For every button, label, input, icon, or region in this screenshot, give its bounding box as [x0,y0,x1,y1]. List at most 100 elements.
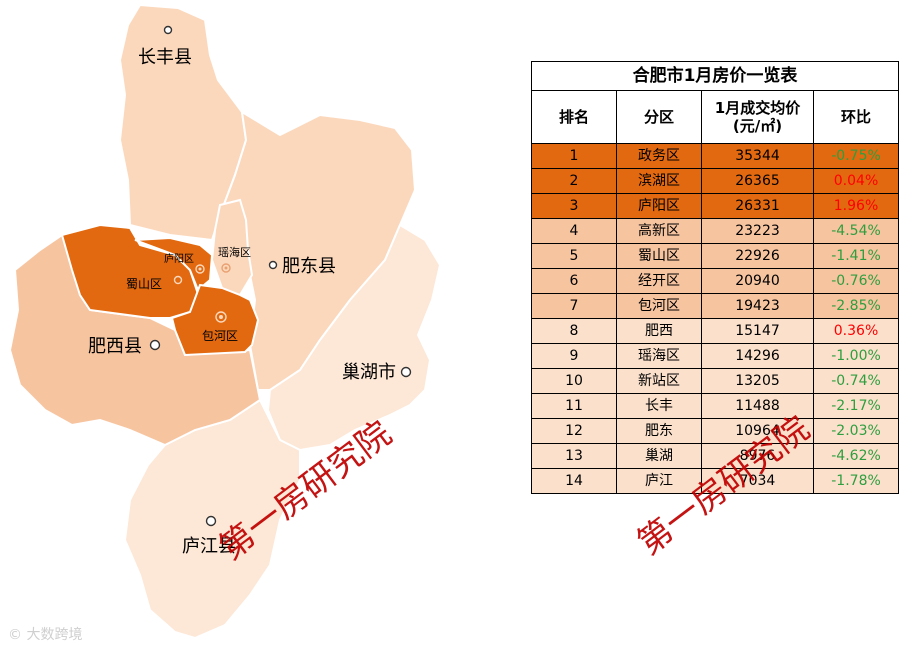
cell-change: -1.41% [812,243,899,269]
cell-change: 0.04% [812,168,899,194]
cell-district: 经开区 [616,268,702,294]
cell-district: 蜀山区 [616,243,702,269]
cell-district: 包河区 [616,293,702,319]
cell-price: 26365 [701,168,814,194]
label-lujiang: 庐江县 [182,536,236,557]
header-price-line2: (元/㎡) [732,117,783,135]
luyang-marker [195,264,205,274]
feidong-marker [268,260,278,270]
cell-district: 庐阳区 [616,193,702,219]
cell-district: 瑶海区 [616,343,702,369]
cell-price: 35344 [701,143,814,169]
label-shushan: 蜀山区 [126,277,162,291]
region-baohe [170,283,260,357]
label-chaohu: 巢湖市 [342,362,396,383]
cell-change: -2.17% [812,393,899,419]
header-district: 分区 [616,90,702,144]
cell-change: -0.75% [812,143,899,169]
table-row: 7 包河区 19423 -2.85% [531,293,899,319]
label-yaohai: 瑶海区 [218,245,251,259]
cell-rank: 14 [531,468,617,494]
region-yaohai [210,198,254,297]
luyang-marker-dot [198,267,202,271]
label-changfeng: 长丰县 [138,47,192,68]
label-baohe: 包河区 [202,329,238,343]
cell-rank: 13 [531,443,617,469]
price-table: 合肥市1月房价一览表 排名 分区 1月成交均价 (元/㎡) 环比 1 政务区 353… [530,61,899,494]
cell-rank: 11 [531,393,617,419]
cell-district: 滨湖区 [616,168,702,194]
cell-district: 高新区 [616,218,702,244]
cell-rank: 12 [531,418,617,444]
cell-change: -1.78% [812,468,899,494]
table-row: 6 经开区 20940 -0.76% [531,268,899,294]
table-row: 1 政务区 35344 -0.75% [531,143,899,169]
baohe-marker-dot [219,315,223,319]
cell-change: -0.74% [812,368,899,394]
label-feixi: 肥西县 [88,336,142,357]
shushan-marker [173,275,183,285]
cell-rank: 8 [531,318,617,344]
cell-district: 肥东 [616,418,702,444]
region-chaohu [266,223,442,452]
table-row: 14 庐江 7034 -1.78% [531,468,899,494]
label-feidong: 肥东县 [282,256,336,277]
cell-district: 巢湖 [616,443,702,469]
yaohai-marker-dot [224,266,228,270]
brand-text: 大数跨境 [26,627,83,643]
table-body: 1 政务区 35344 -0.75% 2 滨湖区 26365 0.04% 3 庐阳区 26331 1.… [531,143,899,494]
header-price-line1: 1月成交均价 [714,99,801,117]
table-row: 9 瑶海区 14296 -1.00% [531,343,899,369]
table-row: 10 新站区 13205 -0.74% [531,368,899,394]
baohe-marker [215,311,227,323]
cell-price: 19423 [701,293,814,319]
cell-price: 26331 [701,193,814,219]
table-row: 5 蜀山区 22926 -1.41% [531,243,899,269]
table-row: 2 滨湖区 26365 0.04% [531,168,899,194]
brand-icon: © [8,627,22,643]
cell-price: 22926 [701,243,814,269]
cell-district: 政务区 [616,143,702,169]
feixi-marker [149,339,161,351]
cell-change: -4.54% [812,218,899,244]
cell-change: 0.36% [812,318,899,344]
cell-rank: 9 [531,343,617,369]
header-change: 环比 [812,90,899,144]
cell-change: -4.62% [812,443,899,469]
chaohu-marker [400,366,412,378]
cell-district: 新站区 [616,368,702,394]
table-row: 12 肥东 10964 -2.03% [531,418,899,444]
table-row: 8 肥西 15147 0.36% [531,318,899,344]
cell-rank: 3 [531,193,617,219]
cell-change: -2.85% [812,293,899,319]
changfeng-marker [163,25,173,35]
cell-price: 7034 [701,468,814,494]
table-row: 3 庐阳区 26331 1.96% [531,193,899,219]
cell-price: 14296 [701,343,814,369]
yaohai-marker [221,263,231,273]
cell-district: 长丰 [616,393,702,419]
cell-district: 肥西 [616,318,702,344]
header-rank: 排名 [531,90,617,144]
cell-rank: 6 [531,268,617,294]
header-price: 1月成交均价 (元/㎡) [701,90,814,144]
table-row: 4 高新区 23223 -4.54% [531,218,899,244]
cell-rank: 2 [531,168,617,194]
cell-change: 1.96% [812,193,899,219]
cell-rank: 10 [531,368,617,394]
table-row: 11 长丰 11488 -2.17% [531,393,899,419]
table-title: 合肥市1月房价一览表 [530,61,899,91]
cell-rank: 5 [531,243,617,269]
cell-rank: 7 [531,293,617,319]
label-luyang: 庐阳区 [164,252,194,265]
cell-change: -2.03% [812,418,899,444]
cell-price: 13205 [701,368,814,394]
cell-price: 10964 [701,418,814,444]
cell-price: 20940 [701,268,814,294]
cell-change: -0.76% [812,268,899,294]
brand-logo: © 大数跨境 [8,624,82,644]
cell-change: -1.00% [812,343,899,369]
cell-price: 11488 [701,393,814,419]
cell-rank: 1 [531,143,617,169]
